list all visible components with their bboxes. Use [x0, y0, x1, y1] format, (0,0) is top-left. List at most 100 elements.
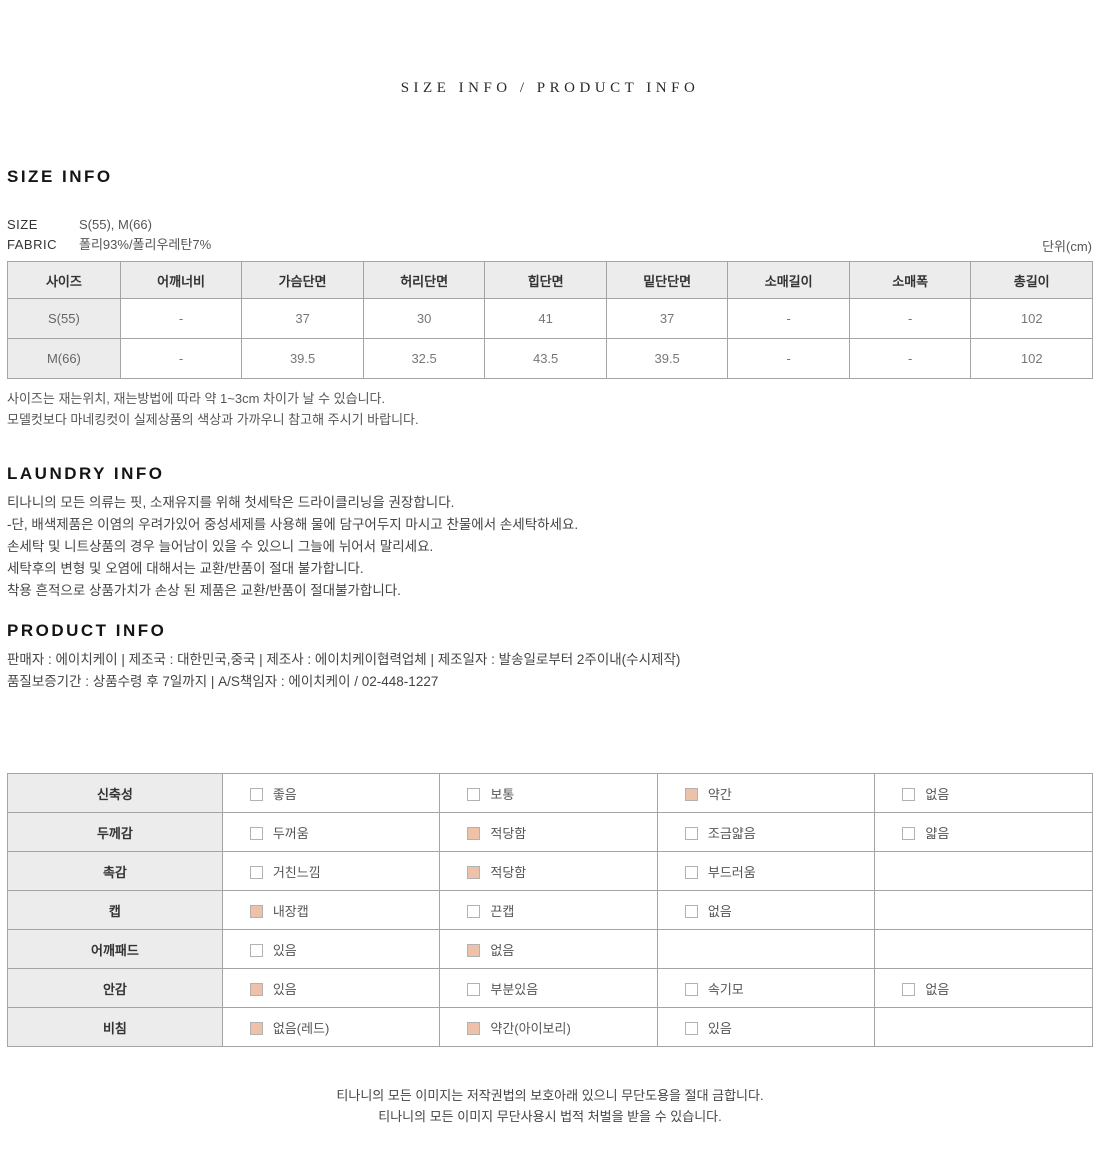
laundry-info-line: 착용 흔적으로 상품가치가 손상 된 제품은 교환/반품이 절대불가합니다.	[7, 583, 401, 598]
size-column-header: 총길이	[970, 261, 1093, 299]
size-column-header: 가슴단면	[241, 261, 364, 299]
checkbox-unchecked-icon	[249, 826, 263, 840]
attribute-row: 신축성 좋음 보통 약간 없음	[7, 773, 1093, 813]
attribute-option-cell: 부분있음	[439, 968, 658, 1008]
attribute-option-label: 속기모	[707, 981, 744, 997]
attribute-option-label: 부분있음	[490, 981, 539, 997]
attribute-label: 두께감	[7, 812, 223, 852]
attribute-option-label: 약간	[707, 786, 732, 802]
attribute-option-label: 있음	[707, 1020, 732, 1036]
size-notes: 사이즈는 재는위치, 재는방법에 따라 약 1~3cm 차이가 날 수 있습니다…	[7, 388, 1093, 430]
attribute-option-label: 두꺼움	[272, 825, 309, 841]
attribute-option-cell	[874, 851, 1093, 891]
attribute-row: 어깨패드 있음 없음	[7, 929, 1093, 969]
footer-line: 티나니의 모든 이미지는 저작권법의 보호아래 있으니 무단도용을 절대 금합니…	[336, 1088, 764, 1103]
checkbox-checked-icon	[467, 943, 481, 957]
size-measurement-cell: 37	[241, 298, 364, 339]
attribute-option-cell: 적당함	[439, 812, 658, 852]
checkbox-unchecked-icon	[684, 1021, 698, 1035]
attribute-option-cell: 내장캡	[221, 890, 441, 930]
checkbox-checked-icon	[249, 904, 263, 918]
attribute-option-label: 없음	[925, 981, 950, 997]
attribute-option-label: 얇음	[925, 825, 950, 841]
attribute-option-label: 없음	[490, 942, 515, 958]
attribute-row: 두께감 두꺼움 적당함 조금얇음 얇음	[7, 812, 1093, 852]
attribute-option-cell: 약간	[656, 773, 876, 813]
attributes-table: 신축성 좋음 보통 약간 없음 두께감 두꺼움 적당함 조금얇음 얇음 촉감 거친느낌 적당함 부드러움 캡…	[7, 773, 1093, 1047]
checkbox-checked-icon	[249, 1021, 263, 1035]
copyright-footer: 티나니의 모든 이미지는 저작권법의 보호아래 있으니 무단도용을 절대 금합니…	[0, 1085, 1100, 1127]
size-row-label: M(66)	[7, 338, 121, 379]
size-label: SIZE	[7, 217, 38, 232]
attribute-option-cell: 있음	[221, 968, 441, 1008]
attribute-option-label: 부드러움	[707, 864, 756, 880]
checkbox-unchecked-icon	[684, 982, 698, 996]
checkbox-checked-icon	[249, 982, 263, 996]
size-table-row: M(66) -39.5 32.5 43.5 39.5- -102	[7, 338, 1093, 379]
attribute-option-cell: 얇음	[874, 812, 1093, 852]
attribute-label: 비침	[7, 1007, 223, 1047]
size-measurement-cell: 41	[484, 298, 607, 339]
laundry-info-line: 티나니의 모든 의류는 핏, 소재유지를 위해 첫세탁은 드라이클리닝을 권장합…	[7, 495, 455, 510]
size-fabric-block: SIZE S(55), M(66) FABRIC 폴리93%/폴리우레탄7% 단위(…	[7, 215, 1093, 255]
attribute-row: 안감 있음 부분있음 속기모 없음	[7, 968, 1093, 1008]
size-kv-row: SIZE S(55), M(66)	[7, 215, 1093, 235]
size-table: 사이즈 어깨너비 가슴단면 허리단면 힙단면 밑단단면 소매길이 소매폭 총길이 S(55) -3…	[7, 261, 1093, 379]
attribute-option-label: 적당함	[490, 864, 527, 880]
attribute-option-label: 조금얇음	[707, 825, 756, 841]
attribute-row: 촉감 거친느낌 적당함 부드러움	[7, 851, 1093, 891]
size-measurement-cell: -	[848, 298, 972, 339]
attribute-option-cell	[874, 890, 1093, 930]
size-info-heading: SIZE INFO	[7, 167, 113, 186]
size-column-header: 사이즈	[7, 261, 121, 299]
size-column-header: 소매폭	[848, 261, 972, 299]
checkbox-unchecked-icon	[684, 904, 698, 918]
product-info-line: 품질보증기간 : 상품수령 후 7일까지 | A/S책임자 : 에이치케이 / …	[7, 674, 439, 689]
size-measurement-cell: 37	[605, 298, 729, 339]
size-table-header-row: 사이즈 어깨너비 가슴단면 허리단면 힙단면 밑단단면 소매길이 소매폭 총길이	[7, 261, 1093, 299]
attribute-option-label: 있음	[272, 981, 297, 997]
size-note-line: 사이즈는 재는위치, 재는방법에 따라 약 1~3cm 차이가 날 수 있습니다…	[7, 391, 386, 406]
attribute-row: 캡 내장캡 끈캡 없음	[7, 890, 1093, 930]
attribute-option-cell	[874, 929, 1093, 969]
attribute-option-cell: 없음	[874, 773, 1093, 813]
checkbox-unchecked-icon	[249, 787, 263, 801]
attribute-label: 캡	[7, 890, 223, 930]
attribute-option-cell	[874, 1007, 1093, 1047]
size-value: S(55), M(66)	[79, 217, 152, 232]
size-column-header: 소매길이	[727, 261, 850, 299]
attribute-option-cell: 없음	[656, 890, 876, 930]
unit-note: 단위(cm)	[1042, 239, 1092, 254]
attribute-option-cell: 조금얇음	[656, 812, 876, 852]
checkbox-unchecked-icon	[902, 826, 916, 840]
attribute-label: 촉감	[7, 851, 223, 891]
checkbox-unchecked-icon	[902, 787, 916, 801]
attribute-option-cell: 약간(아이보리)	[439, 1007, 658, 1047]
size-column-header: 허리단면	[362, 261, 486, 299]
product-info-line: 판매자 : 에이치케이 | 제조국 : 대한민국,중국 | 제조사 : 에이치케…	[7, 652, 681, 667]
attribute-option-cell: 끈캡	[439, 890, 658, 930]
attribute-option-label: 거친느낌	[272, 864, 321, 880]
fabric-kv-row: FABRIC 폴리93%/폴리우레탄7%	[7, 235, 1093, 255]
laundry-info-line: 손세탁 및 니트상품의 경우 늘어남이 있을 수 있으니 그늘에 뉘어서 말리세…	[7, 539, 434, 554]
size-row-label: S(55)	[7, 298, 121, 339]
attribute-option-label: 좋음	[272, 786, 297, 802]
size-measurement-cell: -	[848, 338, 972, 379]
size-measurement-cell: 39.5	[605, 338, 729, 379]
size-measurement-cell: 102	[970, 298, 1093, 339]
attribute-option-label: 약간(아이보리)	[490, 1020, 571, 1036]
footer-line: 티나니의 모든 이미지 무단사용시 법적 처벌을 받을 수 있습니다.	[378, 1109, 722, 1124]
checkbox-checked-icon	[467, 1021, 481, 1035]
product-info-text: 판매자 : 에이치케이 | 제조국 : 대한민국,중국 | 제조사 : 에이치케…	[7, 649, 1093, 693]
checkbox-checked-icon	[467, 865, 481, 879]
attribute-option-label: 없음(레드)	[272, 1020, 330, 1036]
attribute-option-cell: 속기모	[656, 968, 876, 1008]
size-note-line: 모델컷보다 마네킹컷이 실제상품의 색상과 가까우니 참고해 주시기 바랍니다.	[7, 412, 419, 427]
size-measurement-cell: 39.5	[241, 338, 364, 379]
checkbox-unchecked-icon	[467, 904, 481, 918]
attribute-option-label: 끈캡	[490, 903, 515, 919]
size-measurement-cell: 102	[970, 338, 1093, 379]
checkbox-unchecked-icon	[249, 943, 263, 957]
size-measurement-cell: 32.5	[362, 338, 486, 379]
size-measurement-cell: -	[119, 338, 243, 379]
